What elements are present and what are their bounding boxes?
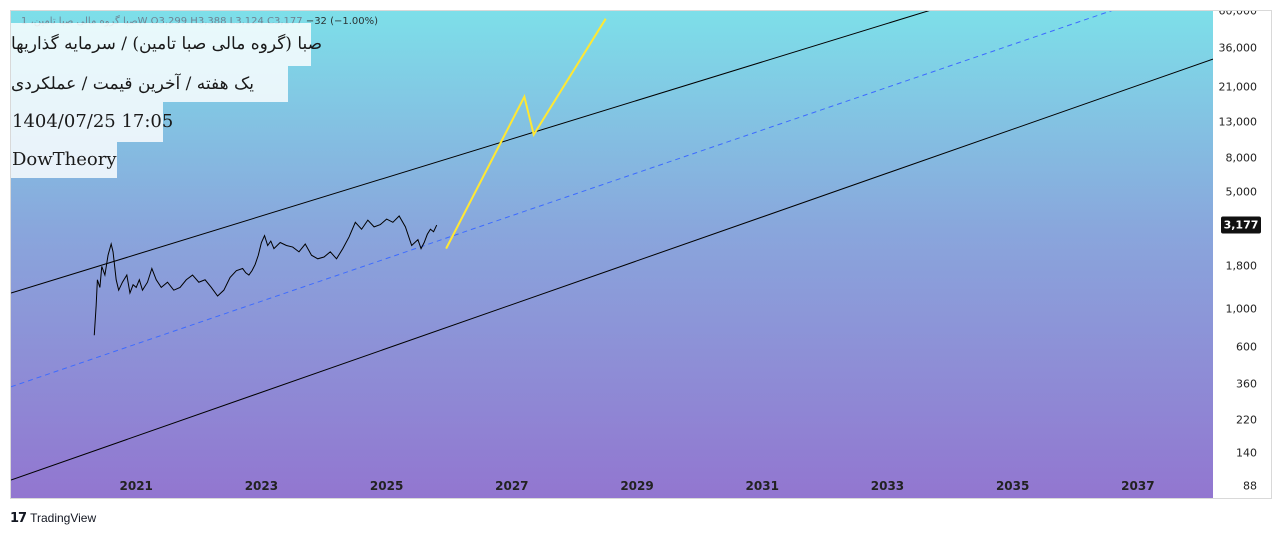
price-axis[interactable]: 881402203606001,0001,8003,0005,0008,0001… <box>1213 11 1271 498</box>
y-tick-label: 1,800 <box>1225 259 1258 273</box>
chart-canvas <box>11 11 1213 481</box>
x-tick-label: 2023 <box>244 479 279 493</box>
y-tick-label: 36,000 <box>1218 41 1258 55</box>
tradingview-logo-icon[interactable]: 17 <box>10 510 27 526</box>
y-tick-label: 360 <box>1236 377 1257 391</box>
brand-name[interactable]: TradingView <box>30 511 97 525</box>
x-tick-label: 2027 <box>495 479 529 493</box>
chart-frame: صبا گروه مالی صبا تامین، 1W O3,299 H3,38… <box>10 10 1272 499</box>
y-tick-label: 88 <box>1243 479 1257 493</box>
price-series-line <box>93 215 438 336</box>
chart-title: صبا (گروه مالی صبا تامین) / سرمایه گذاری… <box>11 23 322 66</box>
projection-line <box>445 18 607 250</box>
chart-author: DowTheory <box>11 142 117 178</box>
x-tick-label: 2029 <box>620 479 654 493</box>
y-tick-label: 21,000 <box>1218 80 1258 94</box>
y-tick-label: 600 <box>1236 340 1257 353</box>
chart-subtitle: یک هفته / آخرین قیمت / عملکردی <box>11 66 288 102</box>
y-tick-label: 5,000 <box>1225 185 1258 199</box>
plot-area[interactable]: صبا گروه مالی صبا تامین، 1W O3,299 H3,38… <box>11 11 1213 498</box>
x-tick-label: 2031 <box>745 479 779 493</box>
channel-lower-line <box>11 58 1213 481</box>
footer: 17 TradingView <box>10 509 96 527</box>
price-change: −32 (−1.00%) <box>305 16 379 27</box>
y-tick-label: 140 <box>1236 446 1257 460</box>
channel-middle-line <box>11 11 1113 388</box>
y-tick-label: 220 <box>1236 413 1257 427</box>
x-tick-label: 2025 <box>369 479 404 493</box>
last-price-badge: 3,177 <box>1221 216 1261 234</box>
chart-date: 1404/07/25 17:05 <box>11 102 173 142</box>
channel-upper-line <box>11 11 930 294</box>
y-tick-label: 8,000 <box>1225 151 1258 165</box>
x-tick-label: 2037 <box>1121 479 1155 493</box>
ohlc-legend: صبا گروه مالی صبا تامین، 1W O3,299 H3,38… <box>21 16 378 27</box>
x-tick-label: 2033 <box>870 479 905 493</box>
y-tick-label: 13,000 <box>1218 115 1258 129</box>
x-tick-label: 2021 <box>119 479 153 493</box>
x-tick-label: 2035 <box>995 479 1030 493</box>
ohlc-values: صبا گروه مالی صبا تامین، 1W O3,299 H3,38… <box>21 16 303 27</box>
y-tick-label: 60,000 <box>1218 10 1258 18</box>
y-tick-label: 1,000 <box>1225 302 1258 316</box>
